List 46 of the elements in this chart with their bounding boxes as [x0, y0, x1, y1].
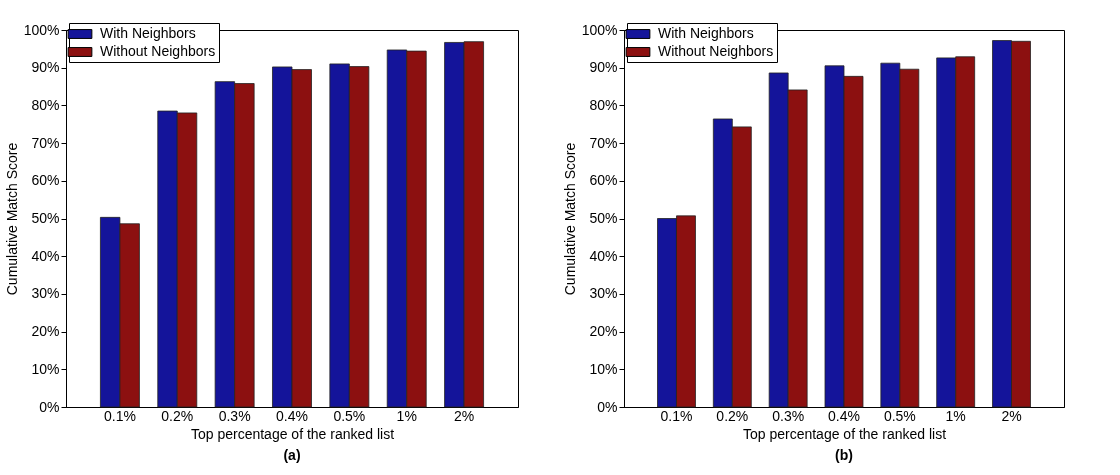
y-tick-label: 30% — [589, 285, 618, 302]
y-tick-label: 90% — [31, 59, 60, 76]
legend-label: Without Neighbors — [658, 43, 774, 59]
x-tick-label: 0.3% — [218, 407, 251, 424]
x-tick-label: 0.1% — [660, 407, 693, 424]
x-tick-label: 2% — [453, 407, 475, 424]
y-tick-label: 40% — [31, 247, 60, 264]
x-tick-label: 0.1% — [103, 407, 136, 424]
y-tick-label: 10% — [589, 360, 618, 377]
y-tick-label: 30% — [31, 285, 60, 302]
y-tick-label: 80% — [589, 96, 618, 113]
y-tick-label: 10% — [31, 360, 60, 377]
y-tick-label: 20% — [589, 323, 618, 340]
y-axis-title: Cumulative Match Score — [3, 142, 20, 296]
text: (a) — [283, 447, 301, 463]
y-tick-label: 60% — [31, 172, 60, 189]
y-tick-label: 60% — [589, 172, 618, 189]
x-tick-label: 2% — [1001, 407, 1022, 424]
y-tick-label: 100% — [581, 21, 618, 38]
x-tick-label: 0.5% — [333, 407, 366, 424]
y-tick-label: 50% — [31, 210, 60, 226]
x-tick-label: 0.4% — [828, 407, 860, 424]
x-axis-title: Top percentage of the ranked list — [190, 425, 395, 442]
x-tick-label: 0.2% — [716, 407, 749, 424]
y-tick-label: 100% — [23, 21, 60, 38]
x-tick-label: 1% — [396, 407, 417, 424]
x-tick-label: 0.2% — [161, 407, 194, 424]
y-tick-label: 20% — [31, 323, 60, 340]
y-tick-label: 90% — [589, 59, 618, 76]
legend-label: With Neighbors — [658, 25, 754, 41]
y-tick-label: 40% — [589, 247, 618, 264]
legend-label: Without Neighbors — [100, 43, 216, 59]
legend-label: With Neighbors — [100, 25, 196, 41]
y-tick-label: 0% — [597, 398, 618, 415]
y-tick-label: 50% — [589, 210, 618, 226]
x-tick-label: 0.5% — [883, 407, 916, 424]
text: (b) — [835, 447, 853, 463]
x-tick-label: 1% — [945, 407, 966, 424]
x-tick-label: 0.3% — [772, 407, 805, 424]
y-tick-label: 0% — [39, 398, 60, 415]
y-axis-title: Cumulative Match Score — [561, 142, 578, 296]
y-tick-label: 70% — [31, 134, 60, 151]
x-axis-title: Top percentage of the ranked list — [742, 425, 947, 442]
y-tick-label: 70% — [589, 134, 618, 151]
x-tick-label: 0.4% — [276, 407, 308, 424]
y-tick-label: 80% — [31, 96, 60, 113]
